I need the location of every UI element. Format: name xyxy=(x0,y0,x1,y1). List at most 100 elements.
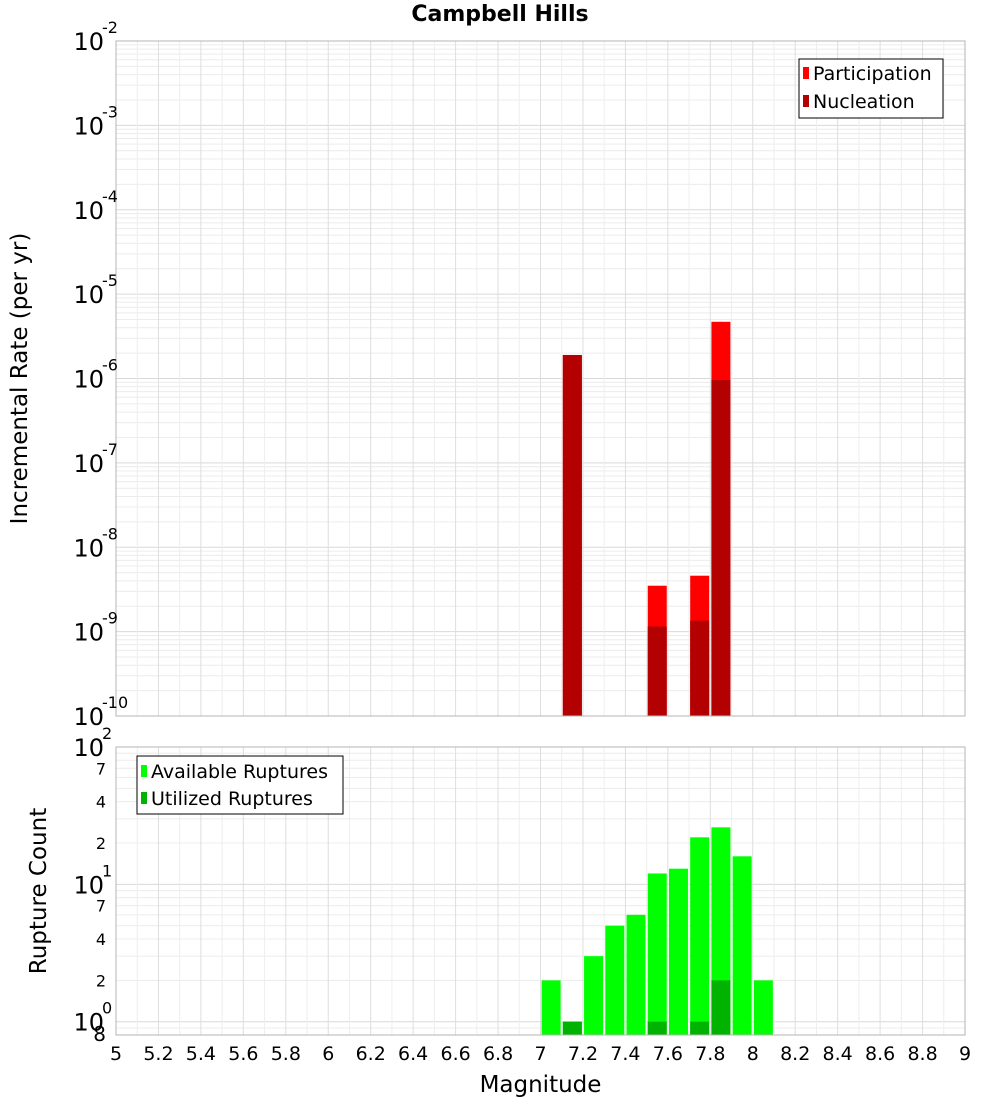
y-tick-label: 10-10 xyxy=(73,693,128,731)
y-tick-base: 10 xyxy=(73,450,104,478)
x-tick-label: 5.2 xyxy=(143,1043,173,1065)
y-tick-label: 10-3 xyxy=(73,102,118,140)
bar-utilized-ruptures xyxy=(690,1021,710,1035)
x-tick-label: 5.6 xyxy=(228,1043,258,1065)
y-tick-label: 10-4 xyxy=(73,187,118,225)
y-tick-base: 10 xyxy=(73,112,104,140)
x-tick-label: 6.2 xyxy=(356,1043,386,1065)
legend-label: Nucleation xyxy=(813,91,915,113)
legend-swatch xyxy=(803,95,809,107)
bar-available-ruptures xyxy=(647,873,667,1035)
y-minor-tick-label: 7 xyxy=(96,897,106,916)
x-tick-label: 5 xyxy=(110,1043,122,1065)
y-tick-label: 10-2 xyxy=(73,18,118,56)
y-tick-base: 10 xyxy=(73,534,104,562)
bar-utilized-ruptures xyxy=(562,1021,582,1035)
bar-nucleation xyxy=(711,379,731,716)
y-tick-label: 10-7 xyxy=(73,440,118,478)
legend: Participation Nucleation xyxy=(798,58,944,119)
y-tick-label: 10-9 xyxy=(73,609,118,647)
y-tick-label: 10-5 xyxy=(73,271,118,309)
y-minor-tick-label: 4 xyxy=(96,930,106,949)
x-tick-label: 7.8 xyxy=(695,1043,725,1065)
y-tick-base: 10 xyxy=(73,366,104,394)
x-tick-label: 6.4 xyxy=(398,1043,428,1065)
legend-label: Participation xyxy=(813,63,932,85)
y-tick-exponent: 1 xyxy=(102,861,112,880)
y-axis-label: Rupture Count xyxy=(26,808,52,974)
y-tick-base: 10 xyxy=(73,281,104,309)
x-tick-label: 6.8 xyxy=(483,1043,513,1065)
y-tick-base: 10 xyxy=(73,871,104,899)
bar-available-ruptures xyxy=(732,856,752,1035)
x-tick-label: 8 xyxy=(747,1043,759,1065)
x-tick-label: 5.8 xyxy=(271,1043,301,1065)
x-tick-label: 6.6 xyxy=(440,1043,470,1065)
y-minor-tick-label: 7 xyxy=(96,759,106,778)
y-tick-exponent: -9 xyxy=(102,609,118,628)
bar-nucleation xyxy=(647,626,667,716)
y-minor-tick-label: 2 xyxy=(96,971,106,990)
y-tick-exponent: -10 xyxy=(102,693,128,712)
y-tick-exponent: -8 xyxy=(102,524,118,543)
bar-nucleation xyxy=(690,620,710,716)
bar-available-ruptures xyxy=(584,956,604,1035)
plot-frame xyxy=(115,40,966,717)
legend-swatch xyxy=(141,792,147,804)
bar-available-ruptures xyxy=(753,980,773,1035)
x-tick-label: 8.2 xyxy=(780,1043,810,1065)
x-tick-label: 7.4 xyxy=(610,1043,640,1065)
y-tick-exponent: -5 xyxy=(102,271,118,290)
legend-label: Utilized Ruptures xyxy=(151,788,313,810)
x-tick-label: 8.6 xyxy=(865,1043,895,1065)
bar-nucleation xyxy=(562,354,582,716)
y-tick-label: 101 xyxy=(73,861,112,899)
y-tick-exponent: -3 xyxy=(102,102,118,121)
y-tick-label: 100 xyxy=(73,999,112,1037)
bar-available-ruptures xyxy=(690,837,710,1035)
x-axis-label: Magnitude xyxy=(480,1072,602,1098)
y-tick-exponent: 0 xyxy=(102,999,112,1018)
x-tick-label: 8.4 xyxy=(823,1043,853,1065)
y-minor-tick-label: 8 xyxy=(93,1022,106,1046)
y-tick-base: 10 xyxy=(73,619,104,647)
y-tick-exponent: -4 xyxy=(102,187,118,206)
bar-available-ruptures xyxy=(668,868,688,1035)
legend-box xyxy=(798,58,944,119)
x-tick-label: 9 xyxy=(959,1043,971,1065)
bar-available-ruptures xyxy=(541,980,561,1035)
y-tick-label: 10-6 xyxy=(73,356,118,394)
y-tick-exponent: -2 xyxy=(102,18,118,37)
magnitude-axis: 5 5.2 5.4 5.6 5.8 6 6.2 6.4 6.6 6.8 7 7.2 7.4 7.6 7.8 8… xyxy=(110,1043,971,1098)
y-tick-base: 10 xyxy=(73,734,104,762)
bar-utilized-ruptures xyxy=(711,980,731,1035)
legend: Available Ruptures Utilized Ruptures xyxy=(136,755,344,815)
y-tick-base: 10 xyxy=(73,28,104,56)
legend-label: Available Ruptures xyxy=(151,761,328,783)
legend-swatch xyxy=(803,67,809,79)
y-tick-label: 102 xyxy=(73,724,112,762)
y-tick-exponent: 2 xyxy=(102,724,112,743)
bar-available-ruptures xyxy=(605,925,625,1035)
bar-available-ruptures xyxy=(626,914,646,1035)
y-tick-label: 10-8 xyxy=(73,524,118,562)
y-tick-exponent: -6 xyxy=(102,356,118,375)
x-tick-label: 7.2 xyxy=(568,1043,598,1065)
legend-box xyxy=(136,755,344,815)
y-tick-base: 10 xyxy=(73,1009,104,1037)
y-minor-tick-label: 4 xyxy=(96,793,106,812)
y-minor-tick-label: 2 xyxy=(96,834,106,853)
y-tick-exponent: -7 xyxy=(102,440,118,459)
x-tick-label: 8.8 xyxy=(907,1043,937,1065)
plot-frame xyxy=(115,746,966,1036)
legend-swatch xyxy=(141,765,147,777)
x-tick-label: 7 xyxy=(534,1043,546,1065)
x-tick-label: 6 xyxy=(322,1043,334,1065)
y-tick-base: 10 xyxy=(73,197,104,225)
y-axis-label: Incremental Rate (per yr) xyxy=(7,233,33,525)
bar-utilized-ruptures xyxy=(647,1021,667,1035)
x-tick-label: 5.4 xyxy=(186,1043,216,1065)
chart-title: Campbell Hills xyxy=(411,2,589,27)
